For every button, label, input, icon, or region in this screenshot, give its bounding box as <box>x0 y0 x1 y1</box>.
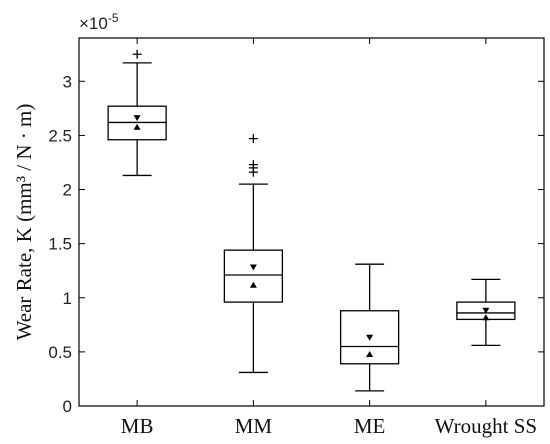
y-tick-label: 1 <box>63 289 72 308</box>
notch-upper-marker <box>482 307 490 314</box>
box-wrought-ss <box>456 278 516 347</box>
y-tick-label: 0.5 <box>48 343 72 362</box>
y-multiplier-exponent: -5 <box>108 11 119 25</box>
outlier-point <box>248 134 258 144</box>
y-multiplier-label: ×10-5 <box>79 11 119 33</box>
box-mb <box>107 49 167 177</box>
y-tick-label: 2 <box>63 181 72 200</box>
notch-lower-marker <box>482 314 490 321</box>
y-tick-label: 3 <box>63 72 72 91</box>
notch-lower-marker <box>133 123 141 130</box>
y-tick-label: 2.5 <box>48 126 72 145</box>
notch-lower-marker <box>249 281 257 288</box>
x-tick-label: ME <box>354 414 386 438</box>
y-axis-label: Wear Rate, K (mm³ / N · m) <box>12 104 36 341</box>
x-tick-label: MM <box>235 414 273 438</box>
plot-area <box>78 37 545 407</box>
box-me <box>339 263 400 392</box>
x-tick-label: Wrought SS <box>435 414 537 438</box>
iqr-box <box>223 249 284 303</box>
notch-upper-marker <box>249 264 257 271</box>
outlier-point <box>248 167 258 177</box>
y-tick-label: 0 <box>63 397 72 416</box>
y-tick-label: 1.5 <box>48 235 72 254</box>
x-tick-label: MB <box>121 414 154 438</box>
notch-lower-marker <box>366 351 374 358</box>
box-series <box>107 49 516 392</box>
notch-upper-marker <box>366 334 374 341</box>
x-axis-ticks: MB MM ME Wrought SS <box>121 38 537 438</box>
y-axis-ticks: 0 0.5 1 1.5 2 2.5 3 <box>48 72 544 416</box>
outlier-point <box>132 49 142 59</box>
box-mm <box>223 134 284 374</box>
y-multiplier-base: ×10 <box>79 14 108 33</box>
notch-upper-marker <box>133 115 141 122</box>
